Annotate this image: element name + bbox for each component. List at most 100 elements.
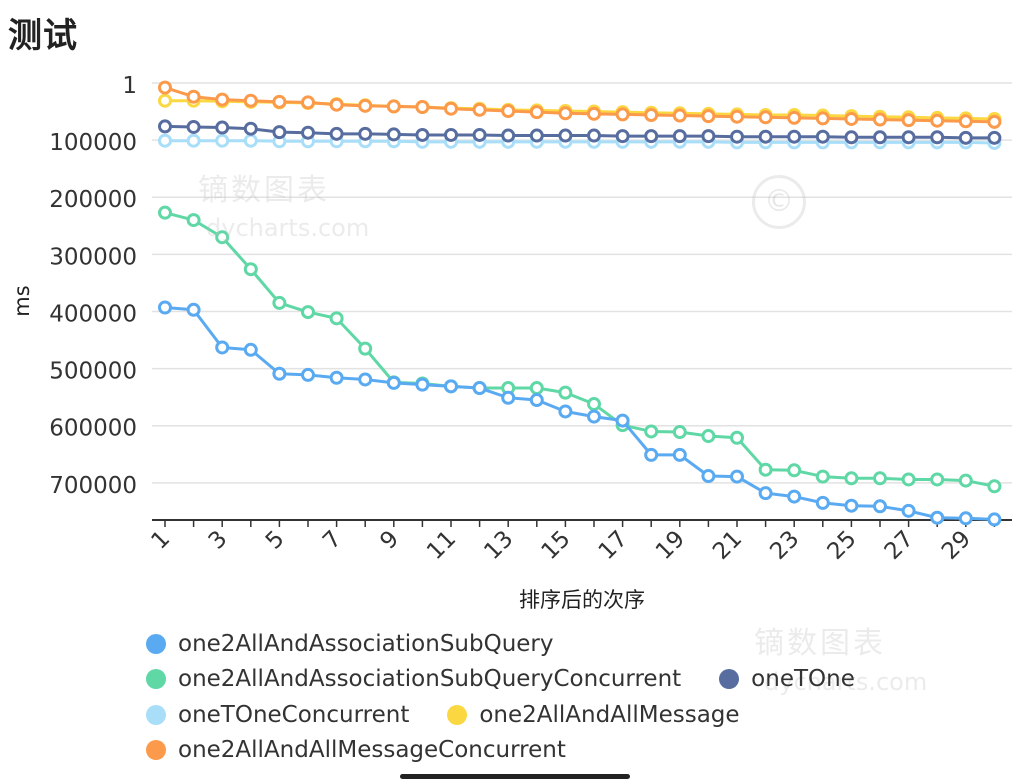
data-point xyxy=(158,133,172,148)
series-oneTOne xyxy=(158,119,1002,145)
data-point xyxy=(930,113,945,128)
y-tick-label: 600000 xyxy=(49,416,137,442)
data-point xyxy=(615,129,630,144)
data-point xyxy=(730,129,744,144)
data-point xyxy=(215,340,230,355)
data-point xyxy=(815,111,830,126)
x-tick-label: 17 xyxy=(594,526,633,565)
data-point xyxy=(873,130,887,145)
data-point xyxy=(644,129,659,144)
data-point xyxy=(243,121,258,136)
series-one2AllAndAssociationSubQueryConcurrent xyxy=(158,205,1002,494)
data-point xyxy=(930,510,945,525)
legend-swatch xyxy=(719,669,740,690)
data-point xyxy=(558,128,573,143)
legend-label: one2AllAndAssociationSubQueryConcurrent xyxy=(178,666,682,693)
legend-item[interactable]: one2AllAndAllMessageConcurrent xyxy=(146,737,566,763)
data-point xyxy=(587,409,601,424)
series-line xyxy=(165,139,995,145)
x-tick-label: 21 xyxy=(708,526,747,565)
data-point xyxy=(301,95,315,110)
data-point xyxy=(930,130,945,145)
data-point xyxy=(901,113,916,128)
data-point xyxy=(472,102,487,117)
data-point xyxy=(758,462,773,477)
data-point xyxy=(815,469,830,484)
data-point xyxy=(358,341,373,356)
x-tick-label: 11 xyxy=(422,526,461,565)
legend-swatch xyxy=(146,669,166,690)
legend-item[interactable]: one2AllAndAllMessage xyxy=(447,701,740,728)
data-point xyxy=(358,126,373,141)
data-point xyxy=(844,111,859,126)
data-point xyxy=(501,103,516,118)
data-point xyxy=(529,128,544,143)
data-point xyxy=(386,127,401,142)
data-point xyxy=(386,99,401,114)
data-point xyxy=(558,404,573,419)
series-line xyxy=(164,306,995,521)
data-point xyxy=(930,472,945,487)
data-point xyxy=(415,377,430,392)
data-point xyxy=(444,101,458,116)
data-point xyxy=(444,127,458,142)
y-tick-label: 300000 xyxy=(49,244,137,270)
legend-item[interactable]: one2AllAndAssociationSubQueryConcurrent xyxy=(146,666,681,692)
legend-label: one2AllAndAllMessageConcurrent xyxy=(178,737,566,764)
data-point xyxy=(329,126,344,141)
series-one2AllAndAllMessageConcurrent xyxy=(158,80,1002,129)
data-point xyxy=(958,130,973,145)
legend-row: one2AllAndAssociationSubQueryConcurrent o… xyxy=(146,662,1006,698)
home-indicator xyxy=(400,774,630,779)
data-point xyxy=(444,379,458,394)
data-point xyxy=(558,385,573,400)
data-point xyxy=(873,471,887,486)
data-point xyxy=(501,128,516,143)
x-tick-label: 15 xyxy=(537,526,576,565)
data-point xyxy=(272,94,287,109)
data-point xyxy=(901,472,916,487)
y-tick-label: 1 xyxy=(122,73,137,99)
data-point xyxy=(672,425,687,440)
data-point xyxy=(615,107,630,122)
data-point xyxy=(529,393,544,408)
legend-swatch xyxy=(146,740,166,761)
data-point xyxy=(587,128,601,143)
legend-swatch xyxy=(146,633,166,654)
data-point xyxy=(358,372,373,387)
data-point xyxy=(243,262,258,277)
data-point xyxy=(158,80,172,95)
legend-item[interactable]: oneTOne xyxy=(719,666,855,692)
legend-row: one2AllAndAssociationSubQuery xyxy=(146,626,1006,662)
data-point xyxy=(701,429,716,444)
x-axis-title: 排序后的次序 xyxy=(519,588,645,612)
chart-title: 测试 xyxy=(8,16,78,56)
x-tick-label: 1 xyxy=(147,526,176,555)
legend-swatch xyxy=(146,704,166,725)
legend-item[interactable]: one2AllAndAssociationSubQuery xyxy=(146,631,554,657)
data-point xyxy=(672,447,687,462)
data-point xyxy=(558,106,573,121)
data-point xyxy=(386,375,401,390)
data-point xyxy=(844,130,859,145)
data-point xyxy=(787,489,802,504)
data-point xyxy=(358,98,373,113)
legend-swatch xyxy=(447,704,468,725)
data-point xyxy=(301,367,315,382)
legend-item[interactable]: oneTOneConcurrent xyxy=(146,702,409,728)
data-point xyxy=(644,107,659,122)
x-tick-label: 19 xyxy=(651,526,690,565)
data-point xyxy=(730,469,744,484)
x-tick-label: 29 xyxy=(937,526,976,565)
x-tick-label: 13 xyxy=(479,526,518,565)
data-point xyxy=(529,381,544,396)
data-point xyxy=(215,230,230,245)
y-tick-label: 200000 xyxy=(49,187,137,213)
data-point xyxy=(815,495,830,510)
data-point xyxy=(615,413,630,428)
x-tick-label: 5 xyxy=(261,526,290,555)
x-tick-label: 7 xyxy=(318,526,347,555)
y-axis-title: ms xyxy=(10,285,34,316)
legend-label: one2AllAndAllMessage xyxy=(479,701,740,728)
